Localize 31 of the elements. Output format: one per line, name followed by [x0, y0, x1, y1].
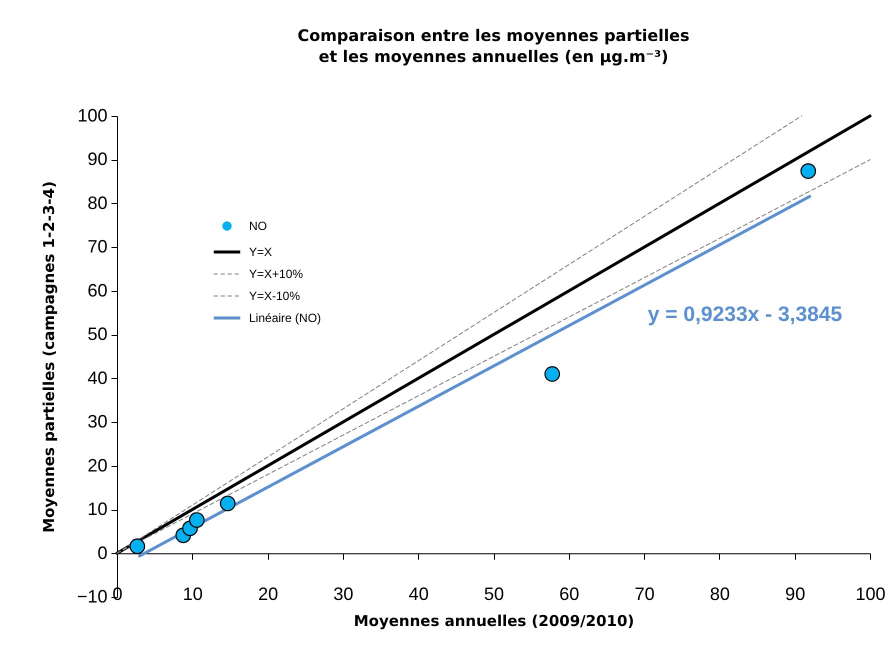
legend-label: Y=X-10% — [249, 289, 300, 303]
y-tick-label: 40 — [87, 368, 108, 388]
x-tick-label: 30 — [333, 584, 354, 604]
x-axis-title: Moyennes annuelles (2009/2010) — [354, 612, 634, 630]
y-tick-label: 50 — [87, 324, 108, 344]
legend-label: Y=X+10% — [249, 267, 304, 281]
legend-label: Y=X — [249, 245, 272, 259]
y-tick-label: 30 — [87, 412, 108, 432]
x-tick-label: 20 — [258, 584, 278, 604]
x-tick-label: 60 — [559, 584, 580, 604]
y-tick-label: −10 — [76, 586, 108, 606]
y-tick-label: 100 — [77, 106, 108, 126]
y-tick-label: 10 — [87, 499, 108, 520]
y-tick-label: 0 — [97, 542, 108, 563]
annotation: y = 0,9233x - 3,3845 — [648, 303, 843, 326]
y-axis-title: Moyennes partielles (campagnes 1-2-3-4) — [40, 181, 58, 533]
x-tick-label: 50 — [484, 584, 504, 604]
x-tick-label: 70 — [634, 584, 655, 604]
y-tick-label: 80 — [87, 192, 108, 213]
y-tick-label: 70 — [87, 236, 108, 257]
legend-label: NO — [249, 219, 267, 233]
y-tick-label: 60 — [87, 280, 108, 300]
legend-label: Linéaire (NO) — [249, 311, 322, 325]
y-tick-label: 90 — [87, 149, 108, 170]
chart-title: Comparaison entre les moyennes partielles et les moyennes annuelles (en µg.m⁻³) — [297, 26, 690, 66]
x-tick-label: 40 — [408, 584, 429, 604]
x-tick-label: 80 — [710, 584, 730, 604]
x-tick-label: 10 — [182, 584, 203, 604]
x-tick-label: 90 — [785, 584, 806, 604]
y-tick-label: 20 — [87, 455, 108, 476]
x-tick-label: 100 — [855, 584, 886, 604]
